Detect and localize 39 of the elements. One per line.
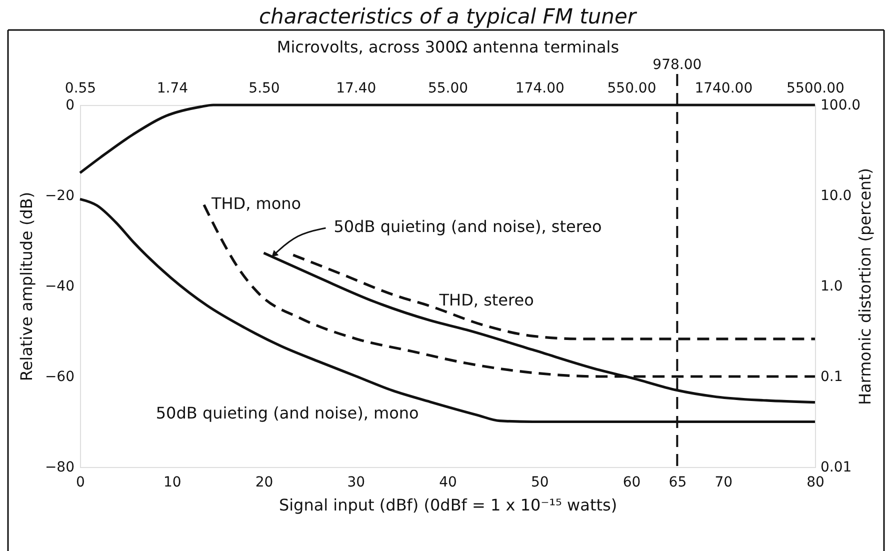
y2-tick-label: −20	[44, 188, 74, 204]
series-label: 50dB quieting (and noise), mono	[156, 403, 419, 422]
y-tick-label: 0.1	[820, 369, 843, 385]
x2-tick-label: 50	[530, 474, 549, 490]
x-tick-label: 1.74	[156, 80, 188, 96]
chart-title: characteristics of a typical FM tuner	[258, 4, 638, 28]
x2-tick-label: 40	[439, 474, 457, 490]
y2-tick-label: −40	[44, 278, 74, 294]
x-tick-label: 17.40	[336, 80, 376, 96]
x2-tick-label: 20	[255, 474, 274, 490]
x-tick-label: 5.50	[248, 80, 280, 96]
x2-tick-label: 65	[668, 474, 687, 490]
x-tick-label: 550.00	[607, 80, 656, 96]
y-tick-label: 0.01	[820, 460, 852, 476]
series-label: THD, stereo	[438, 290, 534, 310]
x2-tick-label: 30	[347, 474, 366, 490]
y-axis-title: Harmonic distortion (percent)	[856, 168, 874, 406]
y2-axis-title: Relative amplitude (dB)	[16, 192, 36, 382]
x-axis-title: Microvolts, across 300Ω antenna terminals	[276, 38, 620, 56]
y2-tick-label: −80	[44, 460, 74, 476]
y-tick-label: 100.0	[820, 98, 861, 114]
y-tick-label: 10.0	[820, 188, 852, 204]
series-label: THD, mono	[210, 194, 302, 213]
y2-tick-label: 0	[66, 98, 74, 114]
x-tick-label: 5500.00	[786, 80, 844, 96]
y-tick-label: 1.0	[820, 278, 843, 294]
text: 50dB quieting (and noise), stereo	[334, 216, 602, 236]
ref-line-label: 978.00	[652, 57, 702, 73]
x2-tick-label: 60	[622, 474, 641, 490]
x2-axis-title: Signal input (dBf) (0dBf = 1 x 10⁻¹⁵ watts)	[278, 496, 618, 514]
y2-tick-label: −60	[44, 369, 74, 385]
x-tick-label: 0.55	[64, 80, 96, 96]
x2-tick-label: 80	[806, 474, 824, 490]
x2-tick-label: 10	[163, 474, 182, 490]
x-tick-label: 55.00	[428, 80, 468, 96]
x-tick-label: 1740.00	[694, 80, 753, 96]
x2-tick-label: 0	[76, 474, 85, 490]
x2-tick-label: 70	[714, 474, 733, 490]
x-tick-label: 174.00	[515, 80, 564, 96]
